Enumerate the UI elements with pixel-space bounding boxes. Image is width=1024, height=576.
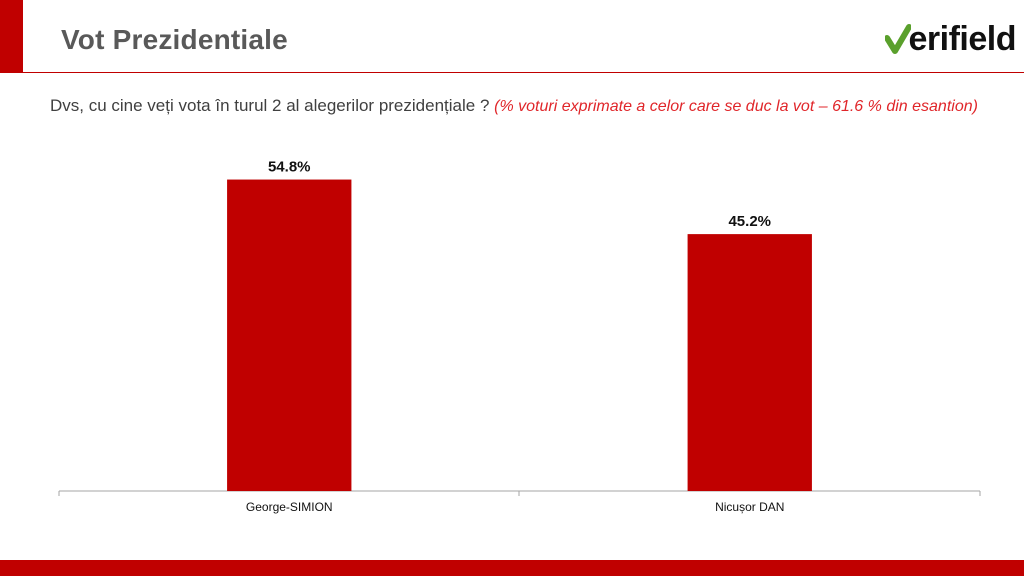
checkmark-icon (884, 24, 911, 54)
question-note: (% voturi exprimate a celor care se duc … (494, 98, 978, 115)
left-accent-bar (0, 0, 23, 73)
bar-nicusor-dan (687, 234, 812, 491)
bar-george-simion (227, 179, 352, 491)
question-text: Dvs, cu cine veți vota în turul 2 al ale… (50, 96, 490, 115)
category-label-george-simion: George-SIMION (246, 500, 333, 514)
survey-question: Dvs, cu cine veți vota în turul 2 al ale… (50, 88, 1000, 125)
bottom-accent-bar (0, 560, 1024, 576)
slide-title: Vot Prezidentiale (61, 24, 288, 55)
header-divider (23, 72, 1024, 73)
category-label-nicusor-dan: Nicușor DAN (715, 500, 784, 514)
value-label-nicusor-dan: 45.2% (728, 213, 771, 230)
verifield-logo: erifield (884, 16, 1017, 62)
value-label-george-simion: 54.8% (268, 159, 311, 176)
logo-wordmark: erifield (908, 19, 1017, 58)
